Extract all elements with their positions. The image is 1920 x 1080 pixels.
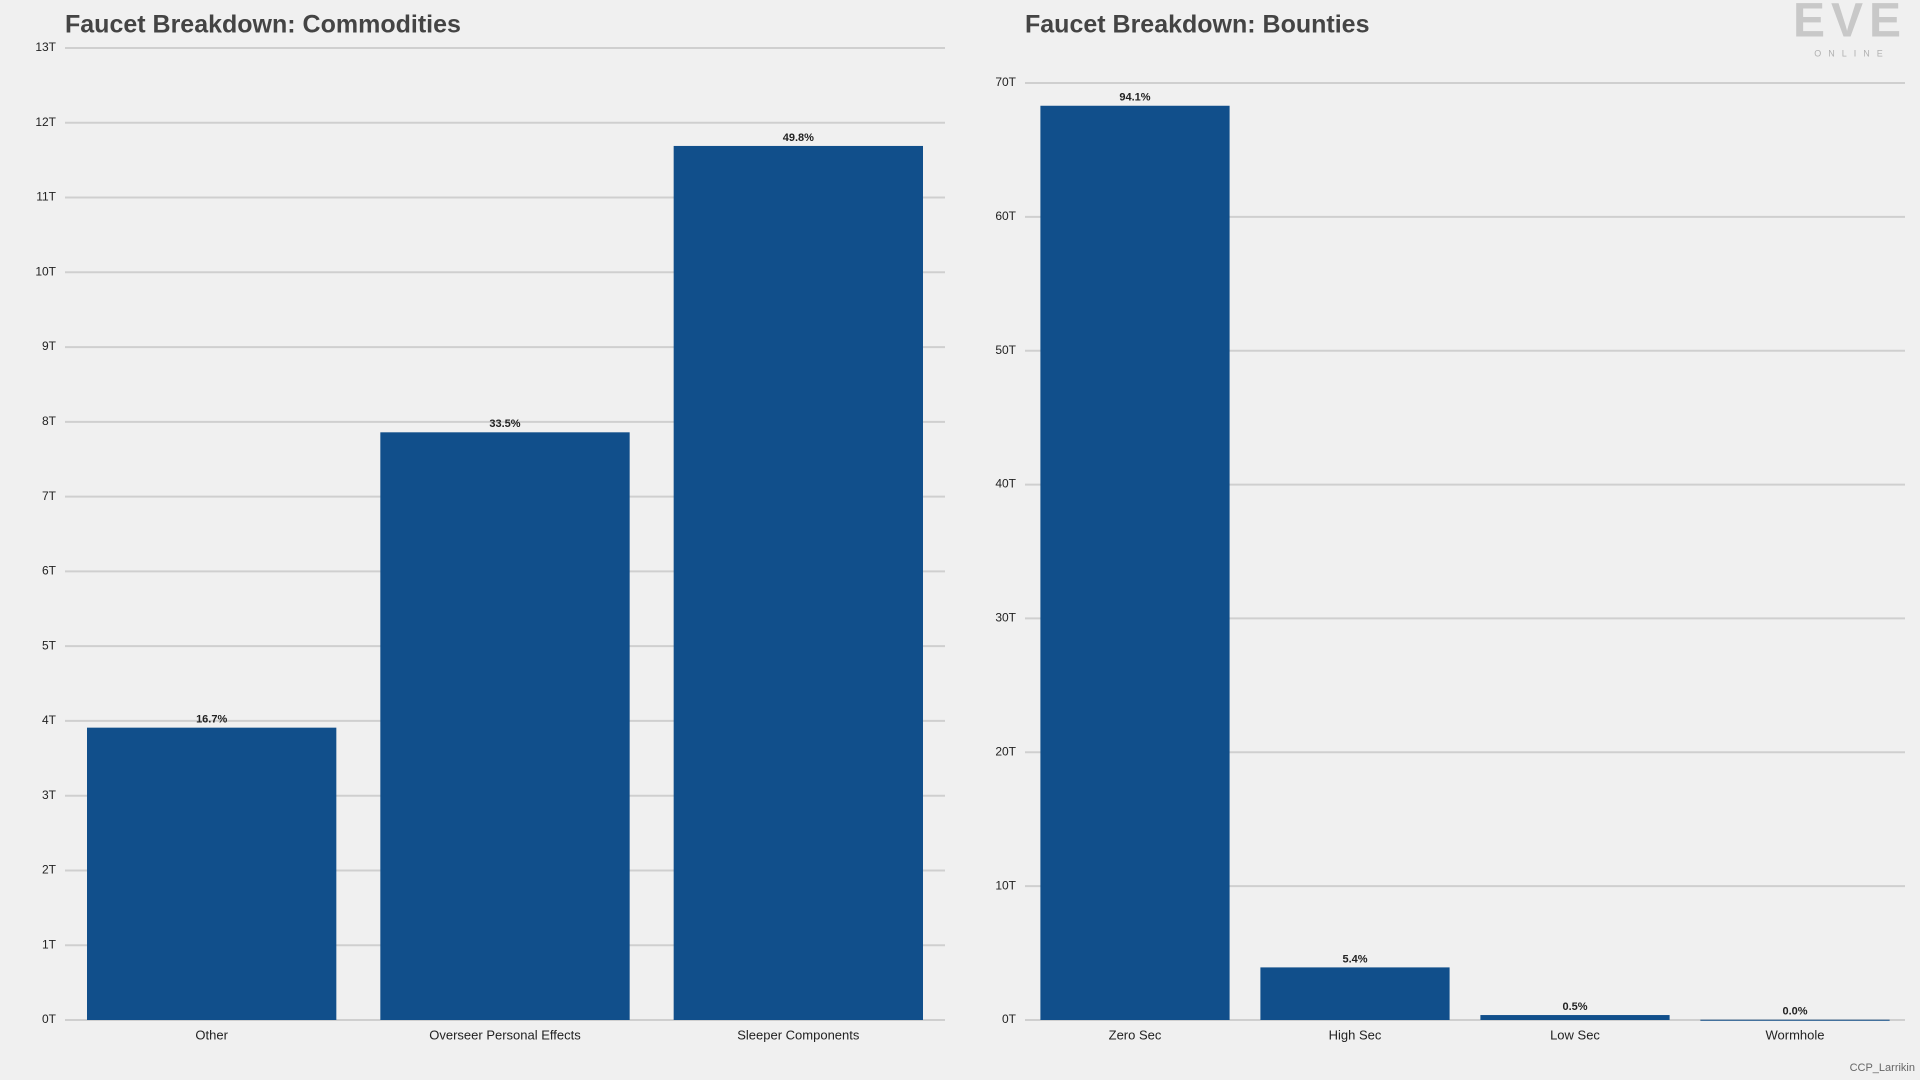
credit: CCP_Larrikin <box>1850 1062 1915 1074</box>
y-tick-label: 0T <box>1002 1012 1017 1026</box>
y-tick-label: 9T <box>42 339 57 353</box>
logo-title: EVE <box>1793 0 1907 48</box>
bar <box>87 727 337 1020</box>
y-tick-label: 10T <box>995 878 1016 892</box>
y-tick-label: 20T <box>995 744 1016 758</box>
bar-label: 94.1% <box>1119 92 1150 104</box>
chart-title: Faucet Breakdown: Commodities <box>65 11 461 39</box>
x-tick-label: High Sec <box>1329 1027 1382 1042</box>
y-tick-label: 1T <box>42 937 57 951</box>
y-tick-label: 13T <box>35 40 56 54</box>
y-tick-label: 6T <box>42 564 57 578</box>
y-tick-label: 12T <box>35 115 56 129</box>
bar-label: 0.0% <box>1782 1006 1807 1018</box>
bar-label: 5.4% <box>1342 953 1367 965</box>
bar <box>1260 967 1450 1020</box>
x-tick-label: Other <box>195 1027 228 1042</box>
logo-subtitle: ONLINE <box>1814 48 1890 58</box>
bar-label: 49.8% <box>783 132 814 144</box>
x-tick-label: Sleeper Components <box>737 1027 860 1042</box>
y-tick-label: 60T <box>995 209 1016 223</box>
bar-label: 0.5% <box>1562 1001 1587 1013</box>
y-tick-label: 0T <box>42 1012 57 1026</box>
x-tick-label: Wormhole <box>1765 1027 1824 1042</box>
y-tick-label: 5T <box>42 638 57 652</box>
y-tick-label: 8T <box>42 414 57 428</box>
y-tick-label: 40T <box>995 477 1016 491</box>
x-tick-label: Overseer Personal Effects <box>429 1027 581 1042</box>
bar <box>673 145 923 1020</box>
chart-title: Faucet Breakdown: Bounties <box>1025 11 1370 39</box>
x-tick-label: Zero Sec <box>1109 1027 1162 1042</box>
y-tick-label: 2T <box>42 863 57 877</box>
bar-label: 33.5% <box>489 418 520 430</box>
y-tick-label: 7T <box>42 489 57 503</box>
bar-label: 16.7% <box>196 714 227 726</box>
y-tick-label: 11T <box>36 190 56 204</box>
x-tick-label: Low Sec <box>1550 1027 1600 1042</box>
y-tick-label: 70T <box>995 75 1016 89</box>
y-tick-label: 4T <box>42 713 57 727</box>
y-tick-label: 10T <box>35 264 56 278</box>
y-tick-label: 30T <box>995 611 1016 625</box>
bar <box>1040 105 1230 1020</box>
y-tick-label: 3T <box>42 788 57 802</box>
bar <box>380 432 630 1020</box>
bar <box>1480 1015 1670 1020</box>
bar <box>1700 1019 1890 1021</box>
y-tick-label: 50T <box>995 343 1016 357</box>
